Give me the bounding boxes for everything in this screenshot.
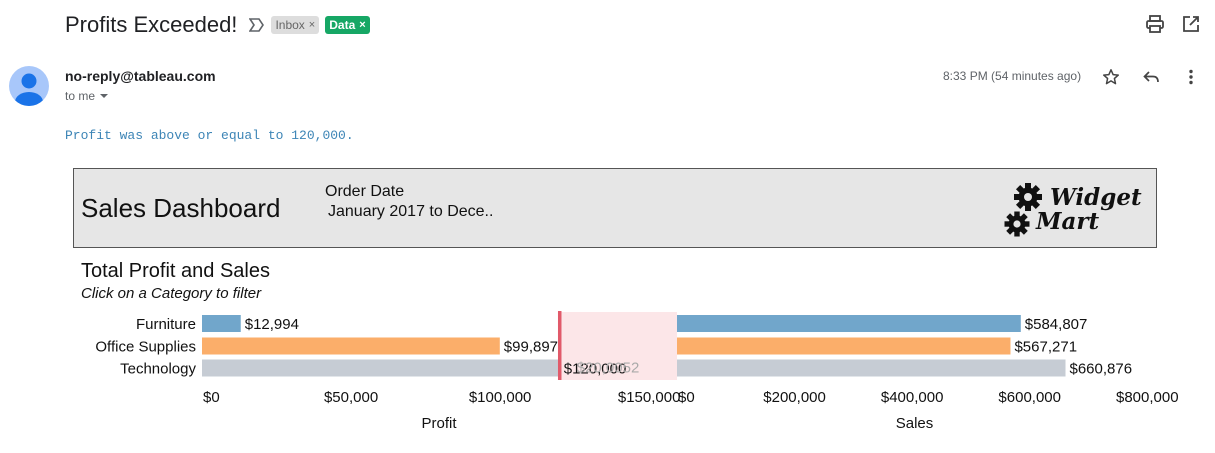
sales-tick-label: $0 [678, 389, 695, 406]
profit-value-label: $12,994 [245, 316, 299, 333]
label-inbox[interactable]: Inbox × [271, 16, 320, 34]
email-subject-row: Profits Exceeded! Inbox × Data × [65, 10, 370, 40]
sales-bar[interactable] [677, 337, 1011, 355]
label-data[interactable]: Data × [325, 16, 370, 34]
label-inbox-text: Inbox [275, 18, 305, 32]
open-in-new-icon[interactable] [1181, 14, 1201, 34]
category-label[interactable]: Furniture [136, 316, 196, 333]
chart-subtitle: Click on a Category to filter [81, 285, 262, 302]
chevron-down-icon[interactable] [99, 92, 109, 100]
reply-icon[interactable] [1142, 68, 1160, 86]
sales-value-label: $567,271 [1014, 339, 1077, 356]
profit-value-label: $99,897 [504, 339, 558, 356]
avatar [9, 66, 49, 106]
category-label[interactable]: Technology [120, 361, 196, 378]
dashboard-banner: Sales Dashboard Order Date January 2017 … [73, 168, 1157, 248]
sales-bar[interactable] [677, 359, 1066, 377]
overlapped-value-label: $20,0052 [577, 360, 640, 377]
order-date-value[interactable]: January 2017 to Dece.. [328, 203, 494, 220]
sales-tick-label: $400,000 [881, 389, 944, 406]
recipient-text: to me [65, 89, 96, 103]
category-label[interactable]: Office Supplies [95, 339, 196, 356]
logo-text-widget: Widget Mart [1035, 184, 1142, 235]
profit-tick-label: $50,000 [324, 389, 378, 406]
sales-tick-label: $600,000 [998, 389, 1061, 406]
recipient-details[interactable]: to me [65, 89, 109, 103]
print-icon[interactable] [1145, 14, 1165, 34]
profit-tick-label: $100,000 [469, 389, 532, 406]
dashboard-title: Sales Dashboard [81, 193, 281, 223]
sales-tick-label: $200,000 [763, 389, 826, 406]
profit-bar[interactable] [202, 359, 560, 377]
profit-tick-label: $150,000 [618, 389, 681, 406]
profit-value-label: $120,000 [564, 361, 627, 378]
profit-axis-title: Profit [421, 415, 457, 432]
profit-bar[interactable] [202, 315, 241, 332]
sales-axis-title: Sales [896, 415, 934, 432]
email-timestamp: 8:33 PM (54 minutes ago) [943, 69, 1082, 83]
widget-mart-logo: Widget Mart [1002, 175, 1152, 241]
profit-bar[interactable] [202, 337, 500, 355]
sales-value-label: $584,807 [1025, 316, 1088, 333]
remove-label-icon[interactable]: × [308, 19, 316, 31]
profit-tick-label: $0 [203, 389, 220, 406]
sales-bar[interactable] [677, 315, 1021, 332]
chart-title: Total Profit and Sales [81, 260, 270, 282]
profit-sales-chart: Furniture Office Supplies Technology $12,99… [95, 311, 1179, 432]
reference-band [559, 312, 677, 380]
more-vert-icon[interactable] [1182, 68, 1200, 86]
important-icon[interactable] [248, 18, 265, 32]
star-icon[interactable] [1102, 68, 1120, 86]
sales-tick-label: $800,000 [1116, 389, 1179, 406]
sender-address[interactable]: no-reply@tableau.com [65, 68, 216, 84]
email-subject: Profits Exceeded! [65, 12, 238, 37]
remove-label-icon[interactable]: × [359, 19, 366, 31]
email-body-text: Profit was above or equal to 120,000. [65, 128, 354, 143]
label-data-text: Data [329, 18, 356, 32]
sales-value-label: $660,876 [1070, 361, 1133, 378]
order-date-label: Order Date [325, 183, 405, 200]
